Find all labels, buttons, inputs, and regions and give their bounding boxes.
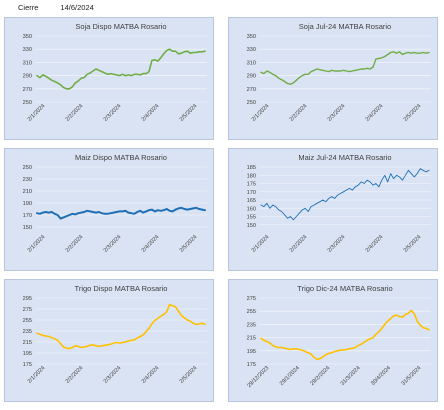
chart-title: Maiz Dispo MATBA Rosario	[75, 153, 167, 162]
y-tick-label: 195	[23, 351, 32, 357]
x-tick-label: 2/5/2024	[179, 103, 199, 123]
y-tick-label: 195	[247, 349, 256, 355]
x-tick-label: 29/12/2023	[246, 365, 270, 389]
y-tick-label: 150	[247, 223, 256, 229]
y-tick-label: 215	[247, 336, 256, 342]
series-line	[260, 51, 430, 85]
y-tick-label: 175	[247, 362, 256, 368]
y-tick-label: 180	[247, 173, 256, 179]
x-tick-label: 2/3/2024	[103, 234, 123, 254]
x-tick-label: 2/2/2024	[65, 103, 85, 123]
y-tick-label: 295	[23, 296, 32, 302]
x-tick-label: 2/1/2024	[251, 103, 271, 123]
chart-title: Trigo Dic-24 MATBA Rosario	[297, 284, 392, 293]
header-date: 14/6/2024	[60, 3, 94, 12]
x-tick-label: 2/5/2024	[403, 103, 423, 123]
x-tick-label: 2/2/2024	[65, 365, 85, 385]
x-tick-label: 2/2/2024	[289, 234, 309, 254]
x-tick-label: 2/3/2024	[327, 103, 347, 123]
x-tick-label: 2/4/2024	[365, 234, 385, 254]
x-tick-label: 2/4/2024	[365, 103, 385, 123]
y-tick-label: 310	[23, 60, 32, 66]
y-tick-label: 250	[23, 100, 32, 106]
x-tick-label: 31/5/2024	[401, 365, 423, 387]
x-tick-label: 2/3/2024	[327, 234, 347, 254]
y-tick-label: 175	[23, 362, 32, 368]
chart-svg: Trigo Dispo MATBA Rosario 175 195 215 235 255…	[23, 284, 207, 385]
series-line	[36, 48, 206, 90]
x-tick-label: 2/3/2024	[103, 365, 123, 385]
x-tick-label: 2/5/2024	[179, 365, 199, 385]
y-tick-label: 250	[23, 165, 32, 171]
y-tick-label: 255	[247, 309, 256, 315]
header-label: Cierre	[18, 3, 39, 12]
y-tick-label: 330	[23, 47, 32, 53]
chart-svg: Soja Jul-24 MATBA Rosario 250 270 290 310 330…	[247, 22, 431, 123]
x-tick-label: 2/1/2024	[27, 103, 47, 123]
chart-svg: Soja Dispo MATBA Rosario 250 270 290 310 330 3…	[23, 22, 207, 123]
y-tick-label: 235	[247, 322, 256, 328]
y-tick-label: 165	[247, 198, 256, 204]
y-tick-label: 170	[23, 213, 32, 219]
y-tick-label: 350	[247, 34, 256, 40]
y-tick-label: 270	[247, 87, 256, 93]
y-tick-label: 350	[23, 34, 32, 40]
y-tick-label: 270	[23, 87, 32, 93]
chart-title: Maiz Jul-24 MATBA Rosario	[298, 153, 391, 162]
series-line	[260, 309, 430, 361]
chart-svg: Trigo Dic-24 MATBA Rosario 175 195 215 235 25…	[246, 284, 431, 389]
x-tick-label: 2/4/2024	[141, 365, 161, 385]
x-tick-label: 2/1/2024	[27, 234, 47, 254]
x-tick-label: 2/1/2024	[27, 365, 47, 385]
chart-panel: Soja Dispo MATBA Rosario 250 270 290 310 330 3…	[4, 17, 214, 140]
y-tick-label: 250	[247, 100, 256, 106]
chart-panel: Maiz Jul-24 MATBA Rosario 150 155 160 165 170…	[228, 148, 438, 271]
series-line	[36, 206, 206, 220]
chart-title: Trigo Dispo MATBA Rosario	[75, 284, 168, 293]
x-tick-label: 2/3/2024	[103, 103, 123, 123]
x-tick-label: 29/2/2024	[309, 365, 331, 387]
y-tick-label: 275	[23, 307, 32, 313]
chart-panel: Maiz Dispo MATBA Rosario 150 170 190 210 230 2…	[4, 148, 214, 271]
header: Cierre 14/6/2024	[18, 3, 94, 12]
y-tick-label: 190	[23, 201, 32, 207]
x-tick-label: 2/5/2024	[403, 234, 423, 254]
y-tick-label: 155	[247, 215, 256, 221]
x-tick-label: 31/3/2024	[340, 365, 362, 387]
y-tick-label: 290	[23, 74, 32, 80]
chart-panel: Trigo Dic-24 MATBA Rosario 175 195 215 235 25…	[228, 279, 438, 402]
x-tick-label: 2/4/2024	[141, 234, 161, 254]
y-tick-label: 175	[247, 182, 256, 188]
chart-title: Soja Jul-24 MATBA Rosario	[299, 22, 391, 31]
y-tick-label: 255	[23, 318, 32, 324]
x-tick-label: 2/1/2024	[251, 234, 271, 254]
y-tick-label: 150	[23, 225, 32, 231]
y-tick-label: 215	[23, 340, 32, 346]
series-line	[36, 303, 206, 350]
y-tick-label: 275	[247, 296, 256, 302]
x-tick-label: 2/2/2024	[65, 234, 85, 254]
y-tick-label: 235	[23, 329, 32, 335]
y-tick-label: 330	[247, 47, 256, 53]
x-tick-label: 2/5/2024	[179, 234, 199, 254]
chart-svg: Maiz Dispo MATBA Rosario 150 170 190 210 230 2…	[23, 153, 207, 254]
y-tick-label: 170	[247, 190, 256, 196]
chart-panel: Soja Jul-24 MATBA Rosario 250 270 290 310 330…	[228, 17, 438, 140]
x-tick-label: 29/1/2024	[279, 365, 301, 387]
chart-panel: Trigo Dispo MATBA Rosario 175 195 215 235 255…	[4, 279, 214, 402]
chart-title: Soja Dispo MATBA Rosario	[75, 22, 166, 31]
series-line	[260, 168, 430, 221]
y-tick-label: 210	[23, 189, 32, 195]
x-tick-label: 2/4/2024	[141, 103, 161, 123]
x-tick-label: 2/2/2024	[289, 103, 309, 123]
y-tick-label: 160	[247, 206, 256, 212]
y-tick-label: 230	[23, 177, 32, 183]
chart-svg: Maiz Jul-24 MATBA Rosario 150 155 160 165 170…	[247, 153, 431, 254]
y-tick-label: 310	[247, 60, 256, 66]
y-tick-label: 185	[247, 165, 256, 171]
x-tick-label: 30/4/2024	[370, 365, 392, 387]
y-tick-label: 290	[247, 74, 256, 80]
